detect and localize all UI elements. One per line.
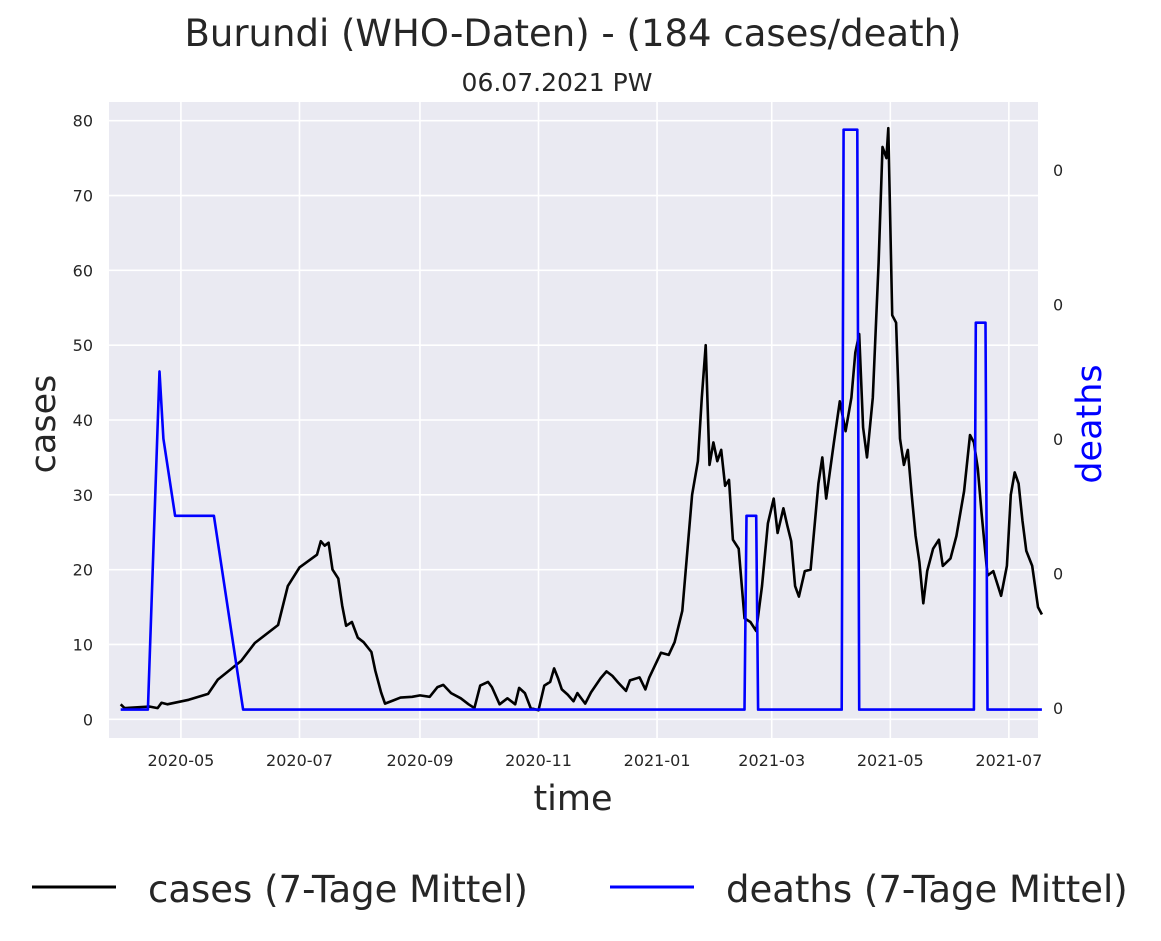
y-tick-label: 80	[73, 112, 93, 131]
x-tick-label: 2021-03	[738, 751, 805, 770]
x-tick-label: 2021-05	[857, 751, 924, 770]
x-tick-label: 2020-09	[387, 751, 454, 770]
chart-title: Burundi (WHO-Daten) - (184 cases/death)	[185, 12, 962, 55]
legend-label-cases: cases (7-Tage Mittel)	[148, 868, 528, 911]
y-tick-label: 60	[73, 261, 93, 280]
x-tick-label: 2021-07	[975, 751, 1042, 770]
y-tick-label: 70	[73, 187, 93, 206]
chart-subtitle: 06.07.2021 PW	[462, 68, 653, 97]
x-tick-label: 2020-11	[505, 751, 572, 770]
y2-tick-label: 0	[1053, 161, 1063, 180]
x-axis-label: time	[533, 779, 612, 819]
y2-tick-label: 0	[1053, 296, 1063, 315]
y2-axis-label: deaths	[1070, 364, 1110, 483]
y2-tick-label: 0	[1053, 430, 1063, 449]
y-tick-label: 40	[73, 411, 93, 430]
y-tick-label: 50	[73, 336, 93, 355]
x-tick-label: 2021-01	[624, 751, 691, 770]
cases-line	[119, 126, 1044, 712]
legend-label-deaths: deaths (7-Tage Mittel)	[726, 868, 1128, 911]
y-axis-label: cases	[24, 375, 64, 474]
deaths-line	[120, 128, 1042, 711]
y-tick-label: 0	[83, 710, 93, 729]
y2-tick-label: 0	[1053, 565, 1063, 584]
x-tick-label: 2020-05	[147, 751, 214, 770]
x-tick-label: 2020-07	[266, 751, 333, 770]
ticks-layer: 2020-05 2020-07 2020-09 2020-11 2021-01 2021-…	[73, 112, 1064, 770]
y-tick-label: 20	[73, 561, 93, 580]
legend: cases (7-Tage Mittel) deaths (7-Tage Mit…	[32, 868, 1128, 911]
y-tick-label: 30	[73, 486, 93, 505]
y-tick-label: 10	[73, 635, 93, 654]
series-layer	[119, 126, 1044, 712]
y2-tick-label: 0	[1053, 699, 1063, 718]
grid	[109, 102, 1038, 738]
